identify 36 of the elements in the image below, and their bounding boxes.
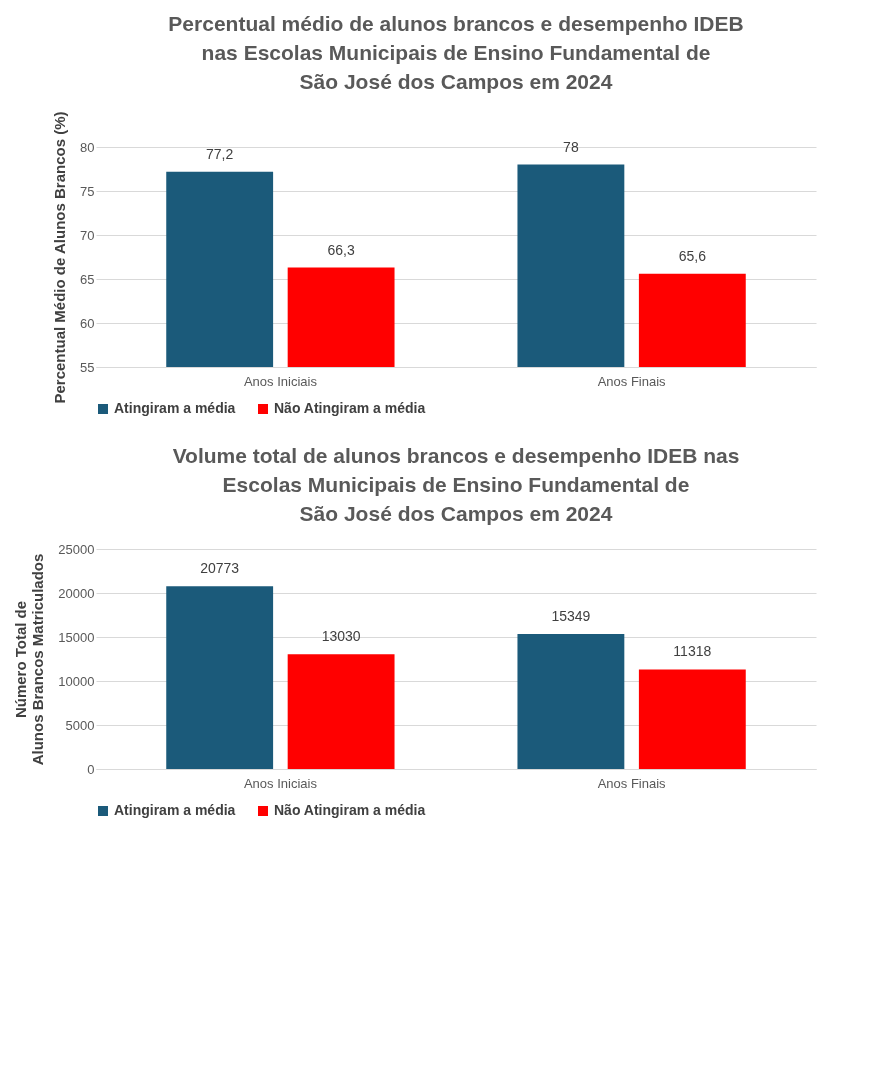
data-label: 65,6 — [678, 247, 707, 264]
y-tick-label: 65 — [80, 271, 95, 287]
bar — [166, 586, 274, 769]
y-axis-title: Número Total de Alunos Brancos Matriculados — [12, 553, 47, 766]
x-tick-label: Anos Iniciais — [243, 373, 318, 389]
data-label: 13030 — [321, 628, 361, 645]
y-tick-label: 5000 — [65, 717, 95, 733]
data-label: 15349 — [551, 607, 591, 624]
y-tick-label: 15000 — [58, 629, 95, 645]
data-label: 77,2 — [206, 145, 234, 162]
y-axis-title: Percentual Médio de Alunos Brancos (%) — [51, 111, 69, 404]
y-tick-label: 70 — [80, 227, 95, 243]
y-tick-label: 20000 — [58, 585, 95, 601]
legend-label: Não Atingiram a média — [274, 802, 426, 818]
bar — [287, 654, 395, 769]
legend-label: Não Atingiram a média — [274, 400, 426, 416]
x-tick-label: Anos Finais — [597, 775, 667, 791]
y-tick-label: 80 — [80, 139, 95, 155]
chart-title: Volume total de alunos brancos e desempenho IDEB nas Escolas Municipais de Ensino Fundamental de São José dos Campos em 2024 — [172, 444, 740, 525]
y-tick-label: 10000 — [58, 673, 95, 689]
chart-title: Percentual médio de alunos brancos e desempenho IDEB nas Escolas Municipais de Ensino Fundamental de São José dos Campos em 2024 — [168, 11, 744, 93]
data-label: 11318 — [673, 643, 712, 660]
bar — [517, 633, 625, 769]
data-label: 20773 — [200, 560, 240, 577]
y-tick-label: 60 — [80, 315, 95, 331]
y-tick-label: 0 — [87, 761, 95, 777]
bar — [638, 669, 746, 769]
y-tick-label: 75 — [80, 183, 95, 199]
y-tick-label: 25000 — [58, 541, 95, 557]
data-label: 66,3 — [327, 241, 355, 258]
legend-label: Atingiram a média — [114, 400, 236, 416]
data-label: 78 — [563, 138, 579, 155]
legend-label: Atingiram a média — [114, 802, 236, 818]
y-tick-label: 55 — [80, 359, 95, 375]
x-tick-label: Anos Iniciais — [243, 775, 318, 791]
x-tick-label: Anos Finais — [597, 373, 667, 389]
